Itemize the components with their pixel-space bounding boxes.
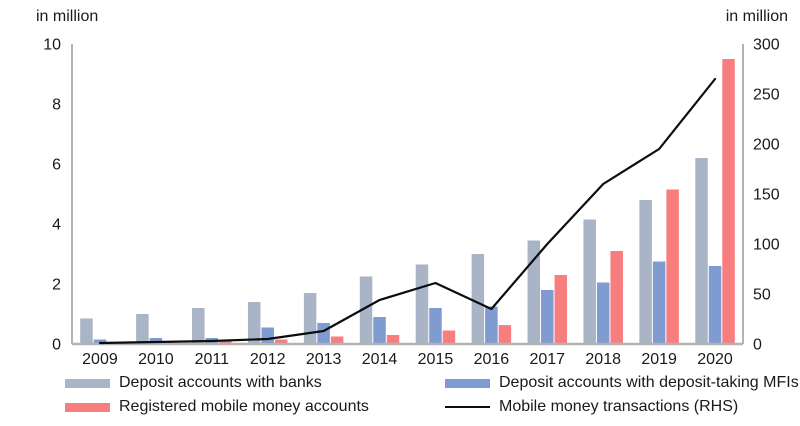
bar-s0-2011 xyxy=(192,308,205,344)
legend-swatch-deposit-banks xyxy=(65,378,110,388)
x-axis-label-2018: 2018 xyxy=(585,351,621,368)
right-axis-title: in million xyxy=(725,8,788,25)
x-axis-label-2011: 2011 xyxy=(195,351,230,368)
bar-s2-2013 xyxy=(330,336,344,344)
x-axis-label-2016: 2016 xyxy=(474,351,510,368)
bar-s2-2018 xyxy=(610,251,623,344)
legend-swatch-deposit-mfis xyxy=(445,378,490,388)
bar-s1-2016 xyxy=(485,306,498,344)
legend-label-mobile-money-accounts: Registered mobile money accounts xyxy=(119,398,369,415)
bar-s2-2017 xyxy=(554,275,568,344)
legend-item-deposit-banks: Deposit accounts with banks xyxy=(65,374,445,392)
bar-s1-2014 xyxy=(373,317,386,344)
right-axis-tick-100: 100 xyxy=(753,237,780,254)
bar-s1-2019 xyxy=(652,261,666,344)
legend-label-deposit-banks: Deposit accounts with banks xyxy=(119,374,322,391)
bar-s1-2013 xyxy=(317,323,330,344)
bar-s2-2016 xyxy=(498,325,512,344)
right-axis-tick-250: 250 xyxy=(753,87,780,104)
x-axis-label-2014: 2014 xyxy=(362,351,398,368)
right-axis-tick-300: 300 xyxy=(753,37,780,54)
right-axis-tick-0: 0 xyxy=(753,337,762,354)
bar-s0-2017 xyxy=(527,240,541,344)
right-axis-tick-200: 200 xyxy=(753,137,780,154)
left-axis-tick-2: 2 xyxy=(52,277,61,294)
bar-s0-2019 xyxy=(639,200,652,344)
legend-item-mobile-money-transactions: Mobile money transactions (RHS) xyxy=(445,398,799,416)
x-axis-label-2012: 2012 xyxy=(250,351,286,368)
legend-item-mobile-money-accounts: Registered mobile money accounts xyxy=(65,398,445,416)
line-mobile-money-transactions xyxy=(98,77,717,345)
bar-s0-2012 xyxy=(247,302,261,344)
x-axis-label-2017: 2017 xyxy=(529,351,565,368)
left-axis-tick-4: 4 xyxy=(52,217,61,234)
legend: Deposit accounts with banks Deposit acco… xyxy=(65,374,799,416)
bar-s0-2015 xyxy=(415,264,429,344)
legend-swatch-mobile-money-transactions xyxy=(445,405,490,409)
left-axis-tick-8: 8 xyxy=(52,97,61,114)
legend-swatch-mobile-money-accounts xyxy=(65,402,110,412)
bar-s2-2015 xyxy=(442,330,456,344)
x-axis-label-2020: 2020 xyxy=(697,351,733,368)
x-axis-label-2010: 2010 xyxy=(138,351,174,368)
legend-item-deposit-mfis: Deposit accounts with deposit-taking MFI… xyxy=(445,374,799,392)
bar-s1-2009 xyxy=(93,339,107,344)
bar-s0-2014 xyxy=(359,276,373,344)
bar-s0-2009 xyxy=(80,318,93,344)
x-axis-label-2015: 2015 xyxy=(418,351,454,368)
bar-s1-2020 xyxy=(708,266,722,344)
bar-s1-2017 xyxy=(541,290,554,344)
bar-s2-2014 xyxy=(386,335,400,344)
bar-s0-2016 xyxy=(471,254,485,344)
bar-s2-2012 xyxy=(274,339,288,344)
bar-s1-2015 xyxy=(429,308,442,344)
bar-s0-2020 xyxy=(695,158,708,344)
left-axis-title: in million xyxy=(36,8,99,25)
right-axis-tick-50: 50 xyxy=(753,287,771,304)
bar-s0-2013 xyxy=(303,293,317,344)
bar-s0-2018 xyxy=(583,219,596,344)
legend-label-deposit-mfis: Deposit accounts with deposit-taking MFI… xyxy=(499,374,799,391)
bar-s2-2011 xyxy=(219,340,232,344)
left-axis-tick-0: 0 xyxy=(52,337,61,354)
bar-s0-2010 xyxy=(136,314,149,344)
bar-s1-2012 xyxy=(261,327,274,344)
x-axis-label-2019: 2019 xyxy=(641,351,677,368)
x-axis-label-2013: 2013 xyxy=(306,351,342,368)
legend-label-mobile-money-transactions: Mobile money transactions (RHS) xyxy=(499,398,739,415)
bar-s2-2019 xyxy=(666,189,679,344)
left-axis-tick-6: 6 xyxy=(52,157,61,174)
bar-s2-2020 xyxy=(722,59,735,344)
bar-s1-2018 xyxy=(596,282,610,344)
x-axis-label-2009: 2009 xyxy=(82,351,118,368)
left-axis-tick-10: 10 xyxy=(43,37,61,54)
right-axis-tick-150: 150 xyxy=(753,187,780,204)
